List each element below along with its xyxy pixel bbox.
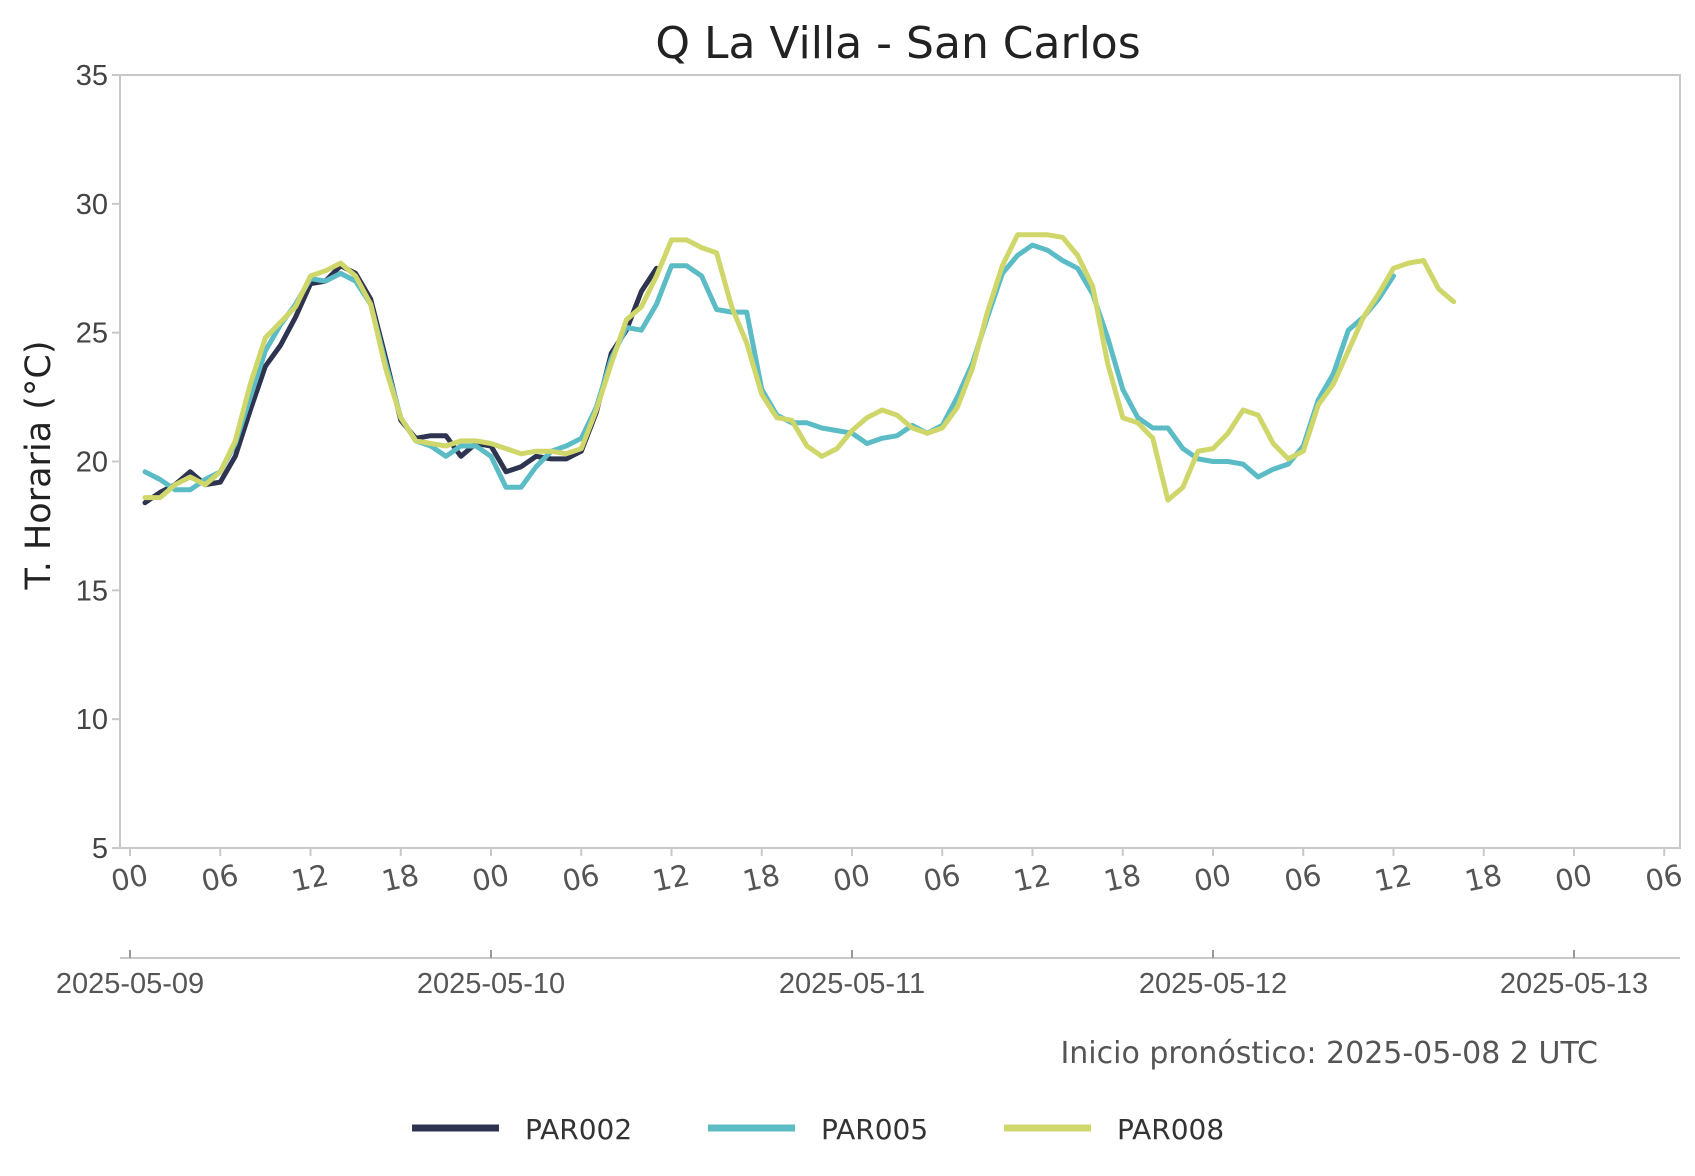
y-tick-label: 30 xyxy=(76,189,108,221)
x-hour-tick-label: 18 xyxy=(1101,858,1144,899)
x-hour-tick-label: 00 xyxy=(1552,858,1595,899)
x-hour-tick-label: 12 xyxy=(1010,858,1053,899)
y-axis-label: T. Horaria (°C) xyxy=(19,341,59,591)
series-line-par005 xyxy=(142,242,1396,493)
date-tick-label: 2025-05-11 xyxy=(779,968,925,1000)
legend-label: PAR002 xyxy=(525,1113,632,1146)
y-tick-label: 20 xyxy=(76,447,108,479)
y-tick-label: 5 xyxy=(92,833,108,865)
x-hour-tick-label: 12 xyxy=(1371,858,1414,899)
x-hour-tick-label: 06 xyxy=(559,858,602,899)
date-tick-label: 2025-05-12 xyxy=(1139,968,1287,1000)
x-hour-tick-label: 06 xyxy=(198,858,241,899)
legend-label: PAR005 xyxy=(821,1113,928,1146)
series-line-par008 xyxy=(142,232,1457,503)
x-hour-tick-label: 12 xyxy=(288,858,331,899)
y-tick-label: 15 xyxy=(76,575,108,607)
x-hour-tick-label: 00 xyxy=(830,858,873,899)
x-hour-tick-label: 00 xyxy=(1191,858,1234,899)
y-tick-label: 10 xyxy=(76,704,108,736)
forecast-start-note: Inicio pronóstico: 2025-05-08 2 UTC xyxy=(1060,1036,1598,1071)
x-date-ticks: 2025-05-09 2025-05-10 2025-05-11 2025-05-12… xyxy=(56,950,1648,1000)
x-hour-tick-label: 18 xyxy=(1462,858,1505,899)
y-tick-label: 35 xyxy=(76,60,108,92)
series-layer xyxy=(142,232,1457,506)
plot-frame xyxy=(119,74,1681,849)
legend: PAR002 PAR005 PAR008 xyxy=(412,1113,1224,1146)
date-tick-label: 2025-05-13 xyxy=(1500,968,1648,1000)
legend-label: PAR008 xyxy=(1117,1113,1224,1146)
x-hour-tick-label: 06 xyxy=(1642,858,1685,899)
x-hour-tick-label: 00 xyxy=(108,858,151,899)
x-hour-ticks: 00 06 12 18 00 06 12 18 00 06 12 18 00 06 12 18 00 06 xyxy=(108,848,1685,899)
date-tick-label: 2025-05-10 xyxy=(417,968,565,1000)
date-tick-label: 2025-05-09 xyxy=(56,968,204,1000)
x-hour-tick-label: 18 xyxy=(740,858,783,899)
y-tick-label: 25 xyxy=(76,318,108,350)
chart-title: Q La Villa - San Carlos xyxy=(655,18,1140,69)
y-ticks: 5 10 15 20 25 30 35 xyxy=(76,60,120,865)
x-hour-tick-label: 12 xyxy=(649,858,692,899)
x-hour-tick-label: 18 xyxy=(379,858,422,899)
x-hour-tick-label: 00 xyxy=(469,858,512,899)
x-hour-tick-label: 06 xyxy=(920,858,963,899)
x-hour-tick-label: 06 xyxy=(1281,858,1324,899)
